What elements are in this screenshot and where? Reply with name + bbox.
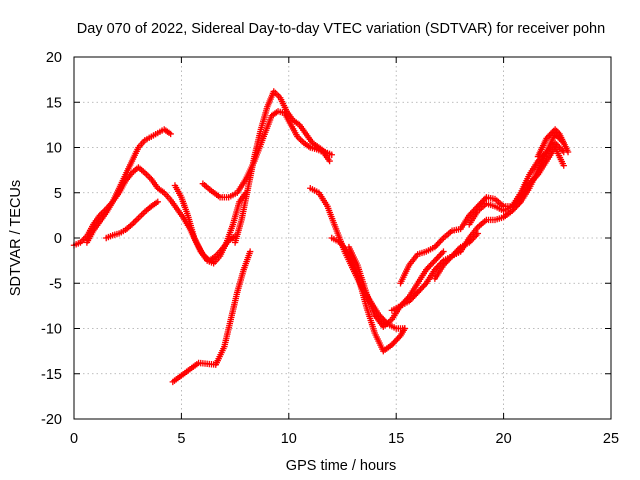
- y-tick-label: 15: [46, 95, 62, 111]
- y-axis-label: SDTVAR / TECUs: [8, 180, 24, 296]
- data-series-9: [328, 234, 408, 355]
- x-tick-label: 5: [177, 431, 185, 447]
- data-series-7: [231, 88, 335, 246]
- y-tick-label: 10: [46, 141, 62, 157]
- data-point-marker: [560, 162, 567, 169]
- data-point-marker: [564, 148, 572, 156]
- y-tick-label: 0: [54, 231, 62, 247]
- x-tick-label: 10: [281, 431, 297, 447]
- data-point-marker: [246, 248, 254, 255]
- data-point-marker: [401, 325, 408, 332]
- data-point-marker: [154, 198, 161, 205]
- y-tick-label: -5: [49, 276, 62, 292]
- x-tick-label: 20: [496, 431, 512, 447]
- x-tick-label: 0: [70, 431, 78, 447]
- data-series-layer: [70, 88, 572, 386]
- x-tick-label: 25: [603, 431, 619, 447]
- data-point-marker: [167, 130, 174, 138]
- y-tick-label: 5: [54, 186, 62, 202]
- x-axis-label: GPS time / hours: [286, 458, 396, 474]
- axis-ticks: 0 5 10 15 20 25 -20 -15 -10 -5 0 5 10 15 20: [41, 50, 619, 447]
- data-point-marker: [326, 157, 333, 165]
- data-series-3: [103, 198, 161, 242]
- data-series-12: [397, 139, 567, 287]
- x-tick-label: 15: [388, 431, 404, 447]
- chart-title: Day 070 of 2022, Sidereal Day-to-day VTE…: [77, 21, 605, 37]
- y-tick-label: -10: [41, 322, 62, 338]
- y-tick-label: -15: [41, 367, 62, 383]
- data-series-14: [466, 144, 567, 228]
- y-tick-label: 20: [46, 50, 62, 66]
- data-series-5: [169, 248, 254, 386]
- grid-lines: [74, 57, 611, 419]
- data-point-marker: [328, 151, 335, 158]
- data-series-2: [83, 126, 174, 246]
- data-point-marker: [440, 248, 447, 255]
- data-series-15: [534, 126, 572, 160]
- y-tick-label: -20: [41, 412, 62, 428]
